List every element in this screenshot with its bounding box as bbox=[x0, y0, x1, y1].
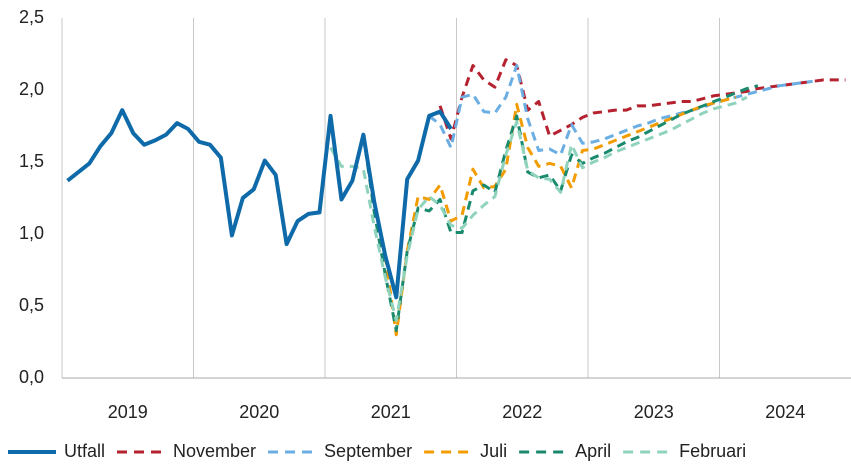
series-line bbox=[428, 64, 813, 157]
y-tick-label: 0,5 bbox=[19, 295, 44, 315]
y-tick-label: 0,0 bbox=[19, 367, 44, 387]
y-tick-label: 1,0 bbox=[19, 223, 44, 243]
x-tick-label: 2024 bbox=[765, 402, 805, 422]
legend-label: November bbox=[173, 441, 256, 461]
x-tick-label: 2020 bbox=[239, 402, 279, 422]
legend-label: April bbox=[575, 441, 611, 461]
legend-label: Utfall bbox=[64, 441, 105, 461]
x-tick-label: 2023 bbox=[634, 402, 674, 422]
y-tick-label: 2,5 bbox=[19, 7, 44, 27]
x-tick-label: 2019 bbox=[108, 402, 148, 422]
series-line bbox=[438, 58, 846, 141]
y-tick-label: 1,5 bbox=[19, 151, 44, 171]
x-tick-label: 2022 bbox=[502, 402, 542, 422]
legend-label: Februari bbox=[679, 441, 746, 461]
series-line bbox=[383, 95, 737, 337]
y-tick-label: 2,0 bbox=[19, 79, 44, 99]
legend-label: September bbox=[324, 441, 412, 461]
legend-label: Juli bbox=[480, 441, 507, 461]
series-line bbox=[329, 95, 748, 322]
x-tick-label: 2021 bbox=[371, 402, 411, 422]
series-line bbox=[361, 84, 759, 332]
series-line bbox=[66, 108, 453, 300]
